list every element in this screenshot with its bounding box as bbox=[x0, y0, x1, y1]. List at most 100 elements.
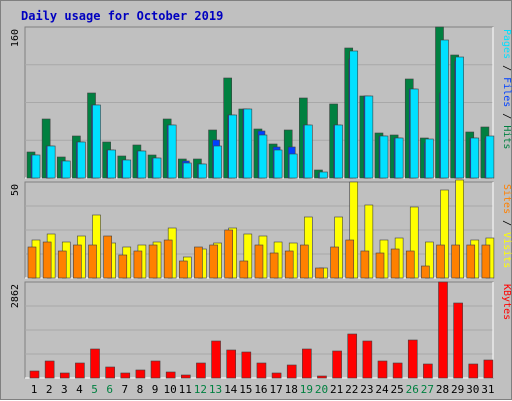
bar-kbytes-day-9 bbox=[150, 360, 161, 379]
bar-sites-day-29 bbox=[451, 244, 460, 279]
bar-kbytes-day-4 bbox=[75, 362, 85, 379]
x-tick-label-day-18: 18 bbox=[285, 383, 298, 396]
bar-sites-day-4 bbox=[73, 244, 82, 279]
y-max-label: 50 bbox=[10, 184, 21, 196]
x-tick-label-day-28: 28 bbox=[436, 383, 449, 396]
bar-sites-day-5 bbox=[88, 244, 97, 279]
x-tick-label-day-4: 4 bbox=[76, 383, 83, 396]
x-tick-label-day-20: 20 bbox=[315, 383, 328, 396]
x-tick-label-day-1: 1 bbox=[31, 383, 38, 396]
x-tick-label-day-6: 6 bbox=[106, 383, 113, 396]
bar-sites-day-19 bbox=[300, 244, 309, 279]
bar-kbytes-day-5 bbox=[90, 348, 100, 379]
bar-pages-day-31 bbox=[485, 135, 495, 179]
bar-pages-day-3 bbox=[61, 160, 71, 179]
x-tick-label-day-26: 26 bbox=[406, 383, 419, 396]
bar-kbytes-day-12 bbox=[196, 362, 206, 379]
bar-pages-day-30 bbox=[470, 137, 480, 179]
bar-pages-day-21 bbox=[334, 124, 343, 179]
x-tick-label-day-23: 23 bbox=[360, 383, 373, 396]
bar-sites-day-30 bbox=[466, 244, 476, 279]
bar-sites-day-27 bbox=[421, 265, 430, 279]
bar-kbytes-day-28 bbox=[438, 281, 448, 379]
bar-sites-day-17 bbox=[269, 252, 279, 279]
bar-sites-day-20 bbox=[315, 267, 324, 279]
x-tick-label-day-9: 9 bbox=[152, 383, 159, 396]
bar-sites-day-1 bbox=[27, 246, 37, 279]
x-tick-label-day-25: 25 bbox=[390, 383, 403, 396]
bar-kbytes-day-31 bbox=[483, 359, 494, 379]
x-tick-label-day-16: 16 bbox=[254, 383, 267, 396]
bar-sites-day-15 bbox=[239, 260, 249, 279]
y-max-label: 2862 bbox=[10, 284, 21, 308]
bar-kbytes-day-23 bbox=[362, 340, 373, 379]
x-tick-label-day-13: 13 bbox=[209, 383, 222, 396]
bar-pages-day-7 bbox=[122, 159, 132, 179]
bar-pages-day-29 bbox=[455, 56, 464, 179]
bar-pages-day-4 bbox=[77, 141, 86, 179]
bar-pages-day-9 bbox=[152, 157, 162, 179]
legend-files: Files bbox=[501, 77, 512, 107]
bar-pages-day-6 bbox=[107, 149, 116, 179]
bar-kbytes-day-18 bbox=[286, 364, 297, 379]
bar-pages-day-26 bbox=[409, 88, 419, 179]
bar-pages-day-18 bbox=[288, 153, 298, 179]
bar-sites-day-3 bbox=[57, 250, 67, 279]
bar-kbytes-day-27 bbox=[423, 363, 433, 379]
x-tick-label-day-29: 29 bbox=[451, 383, 464, 396]
bar-sites-day-9 bbox=[148, 244, 158, 279]
bar-sites-day-21 bbox=[330, 246, 339, 279]
legend-hits-files-pages: Pages / Files / Hits bbox=[501, 29, 512, 149]
bar-pages-day-25 bbox=[394, 137, 404, 179]
legend-visits-sites: Sites / Visits bbox=[501, 184, 512, 268]
x-tick-label-day-12: 12 bbox=[194, 383, 207, 396]
bar-pages-day-28 bbox=[440, 39, 449, 179]
bar-pages-day-17 bbox=[273, 149, 283, 179]
x-tick-label-day-2: 2 bbox=[46, 383, 53, 396]
bar-pages-day-5 bbox=[92, 104, 101, 179]
x-tick-label-day-19: 19 bbox=[300, 383, 313, 396]
x-tick-label-day-14: 14 bbox=[224, 383, 238, 396]
x-tick-label-day-8: 8 bbox=[137, 383, 144, 396]
bar-kbytes-day-30 bbox=[468, 363, 479, 379]
x-tick-label-day-31: 31 bbox=[481, 383, 494, 396]
bar-kbytes-day-14 bbox=[226, 349, 236, 379]
bar-sites-day-13 bbox=[209, 244, 218, 279]
bar-kbytes-day-10 bbox=[165, 371, 176, 379]
bar-kbytes-day-22 bbox=[347, 333, 358, 379]
bar-kbytes-day-29 bbox=[453, 302, 463, 379]
bar-pages-day-22 bbox=[349, 50, 359, 179]
bar-kbytes-day-7 bbox=[120, 372, 131, 379]
x-tick-label-day-7: 7 bbox=[121, 383, 128, 396]
bar-kbytes-day-21 bbox=[332, 350, 342, 379]
x-tick-label-day-11: 11 bbox=[179, 383, 192, 396]
bar-kbytes-day-1 bbox=[29, 370, 40, 379]
x-tick-label-day-3: 3 bbox=[61, 383, 68, 396]
y-max-label: 160 bbox=[10, 29, 21, 47]
bar-sites-day-31 bbox=[481, 244, 491, 279]
bar-pages-day-23 bbox=[364, 95, 374, 179]
bar-pages-day-16 bbox=[258, 134, 268, 179]
legend-separator: / bbox=[501, 107, 512, 125]
bar-sites-day-2 bbox=[42, 241, 52, 279]
bar-kbytes-day-20 bbox=[317, 375, 327, 379]
bar-pages-day-11 bbox=[183, 162, 192, 179]
bar-pages-day-2 bbox=[46, 145, 56, 179]
legend-kbytes: KBytes bbox=[501, 284, 512, 320]
bar-pages-day-1 bbox=[31, 154, 41, 179]
bar-pages-day-8 bbox=[137, 150, 147, 179]
bar-kbytes-day-2 bbox=[44, 360, 55, 379]
legend-sites: Sites bbox=[501, 184, 512, 214]
bar-sites-day-11 bbox=[179, 260, 188, 279]
x-tick-label-day-17: 17 bbox=[269, 383, 282, 396]
legend-hits: Hits bbox=[501, 125, 512, 149]
bar-kbytes-day-25 bbox=[392, 362, 403, 379]
bar-kbytes-day-15 bbox=[241, 351, 252, 379]
bar-pages-day-13 bbox=[213, 145, 222, 179]
bar-pages-day-19 bbox=[304, 124, 313, 179]
bar-sites-day-10 bbox=[163, 239, 173, 279]
bar-sites-day-8 bbox=[133, 250, 143, 279]
x-tick-label-day-30: 30 bbox=[466, 383, 479, 396]
bar-kbytes-day-17 bbox=[271, 372, 282, 379]
